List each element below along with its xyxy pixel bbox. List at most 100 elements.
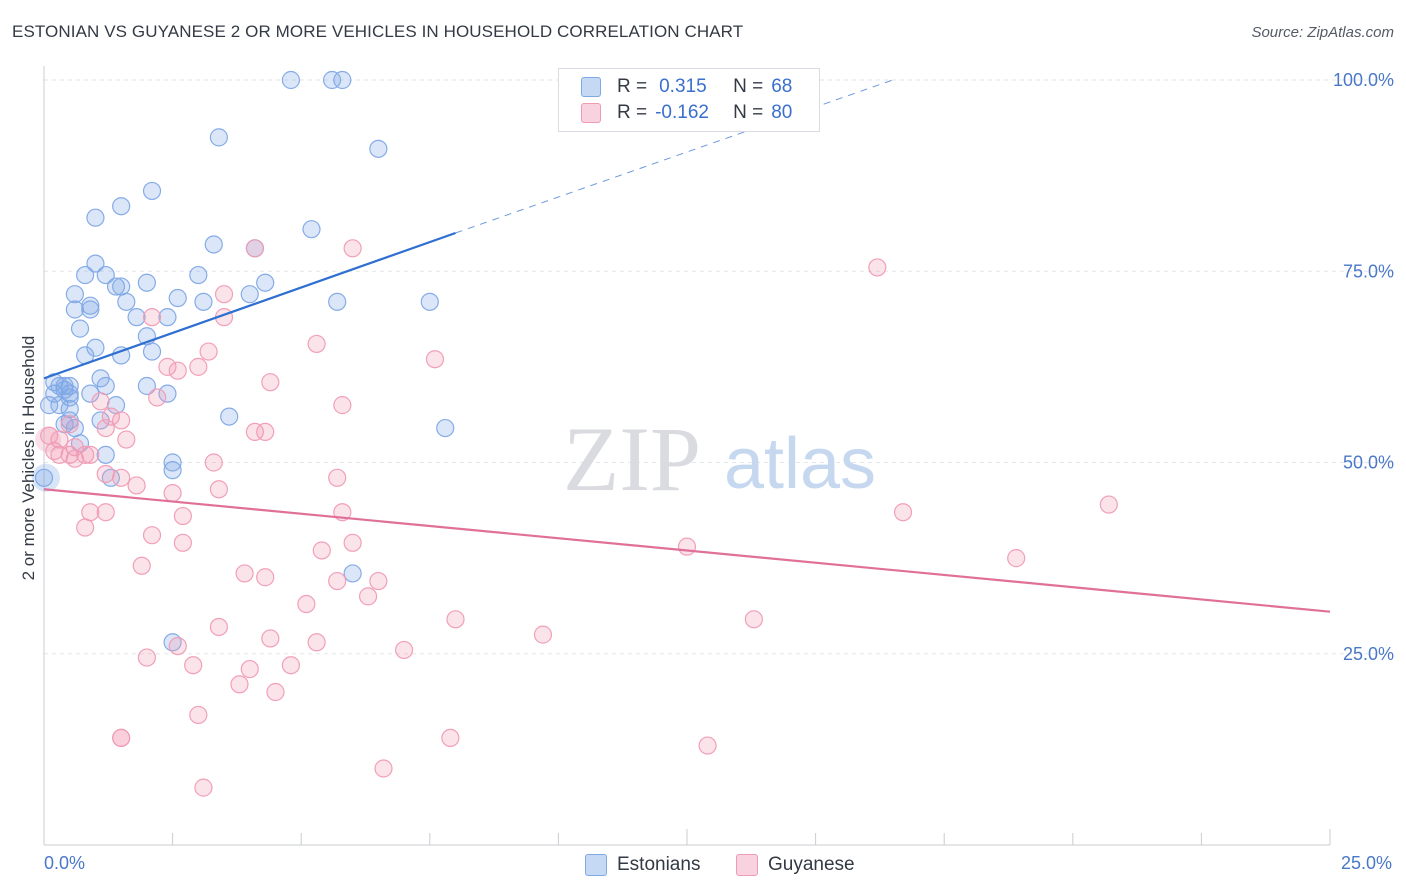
data-point [137, 648, 156, 667]
legend-n-value: 80 [771, 102, 793, 123]
data-point [132, 556, 151, 575]
data-point [744, 610, 763, 629]
data-point [112, 277, 131, 296]
data-point [112, 346, 131, 365]
data-point [184, 656, 203, 675]
data-point [117, 292, 136, 311]
data-point [168, 361, 187, 380]
data-point [96, 503, 115, 522]
data-point [163, 461, 182, 480]
x-tick-label: 25.0% [1341, 853, 1392, 873]
data-point [142, 308, 162, 327]
data-point [281, 656, 301, 675]
data-point [358, 587, 378, 606]
data-point [106, 277, 126, 296]
data-point [50, 445, 69, 464]
data-point [96, 376, 115, 396]
data-point [76, 518, 95, 537]
data-point [81, 445, 100, 464]
data-point [163, 484, 182, 503]
data-point [142, 526, 162, 545]
data-point [297, 594, 316, 614]
data-point [112, 411, 131, 430]
data-point-cluster [32, 463, 60, 492]
data-point [374, 759, 393, 778]
data-point [112, 468, 131, 487]
data-point [369, 139, 388, 158]
data-point [137, 273, 156, 292]
data-point [65, 449, 84, 468]
data-point [446, 610, 465, 629]
legend-swatch-estonians [581, 77, 601, 97]
y-tick-label: 25.0% [1343, 644, 1394, 664]
data-point [81, 300, 100, 319]
data-point [256, 422, 275, 441]
legend-n-label: N = [733, 102, 764, 123]
data-point [127, 308, 146, 327]
data-point [158, 357, 177, 376]
data-point [91, 392, 110, 411]
data-point [142, 342, 162, 361]
data-point [533, 625, 553, 644]
data-point [86, 338, 105, 357]
data-point [173, 533, 192, 552]
legend-n-label: N = [733, 76, 764, 97]
data-point [436, 418, 455, 438]
data-point [137, 376, 156, 396]
data-point [333, 70, 352, 90]
legend-n-value: 68 [771, 76, 793, 97]
data-point [158, 384, 177, 403]
data-point [281, 70, 301, 90]
legend-r-label: R = [617, 102, 648, 123]
data-point [425, 350, 445, 369]
data-point [199, 342, 218, 361]
data-point [112, 197, 131, 216]
watermark-zip: ZIP [563, 408, 701, 510]
watermark: ZIP atlas [563, 408, 876, 510]
data-point [204, 235, 223, 254]
legend-row-guyanese: R = -0.162 N = 80 [581, 100, 792, 126]
data-point [235, 564, 254, 583]
data-point [369, 571, 388, 591]
data-point [86, 208, 105, 227]
y-tick-label: 75.0% [1343, 261, 1394, 281]
data-point [256, 273, 275, 292]
data-point [343, 564, 362, 583]
data-point [204, 453, 223, 472]
data-point [76, 265, 95, 285]
data-point [168, 636, 187, 656]
data-point [261, 373, 280, 392]
data-point [240, 659, 259, 679]
x-tick-label: 0.0% [44, 853, 85, 873]
data-point [112, 728, 131, 748]
data-point [245, 422, 265, 441]
correlation-legend: R = 0.315 N = 68 R = -0.162 N = 80 [558, 68, 820, 132]
data-point [220, 407, 239, 426]
data-point [76, 445, 95, 464]
data-point [322, 70, 342, 90]
data-point [209, 617, 228, 637]
data-point [261, 629, 280, 648]
data-point [142, 181, 162, 201]
legend-row-estonians: R = 0.315 N = 68 [581, 74, 792, 100]
data-point [50, 430, 69, 449]
data-point [256, 568, 275, 587]
legend-r-value: -0.162 [655, 102, 709, 123]
source-label: Source: ZipAtlas.com [1251, 24, 1394, 41]
data-point-cluster [35, 426, 61, 453]
watermark-atlas: atlas [724, 424, 876, 504]
trend-line [43, 231, 456, 380]
data-point [86, 254, 105, 273]
data-point [60, 384, 79, 403]
data-point [101, 407, 120, 426]
data-point [65, 285, 84, 304]
trend-line [43, 488, 1331, 613]
data-point [65, 300, 84, 319]
data-point [81, 384, 100, 403]
legend-swatch-guyanese [736, 854, 758, 876]
data-point [96, 418, 115, 438]
data-point [240, 285, 259, 304]
data-point [34, 468, 54, 487]
data-point [158, 308, 177, 327]
data-point [307, 633, 326, 652]
